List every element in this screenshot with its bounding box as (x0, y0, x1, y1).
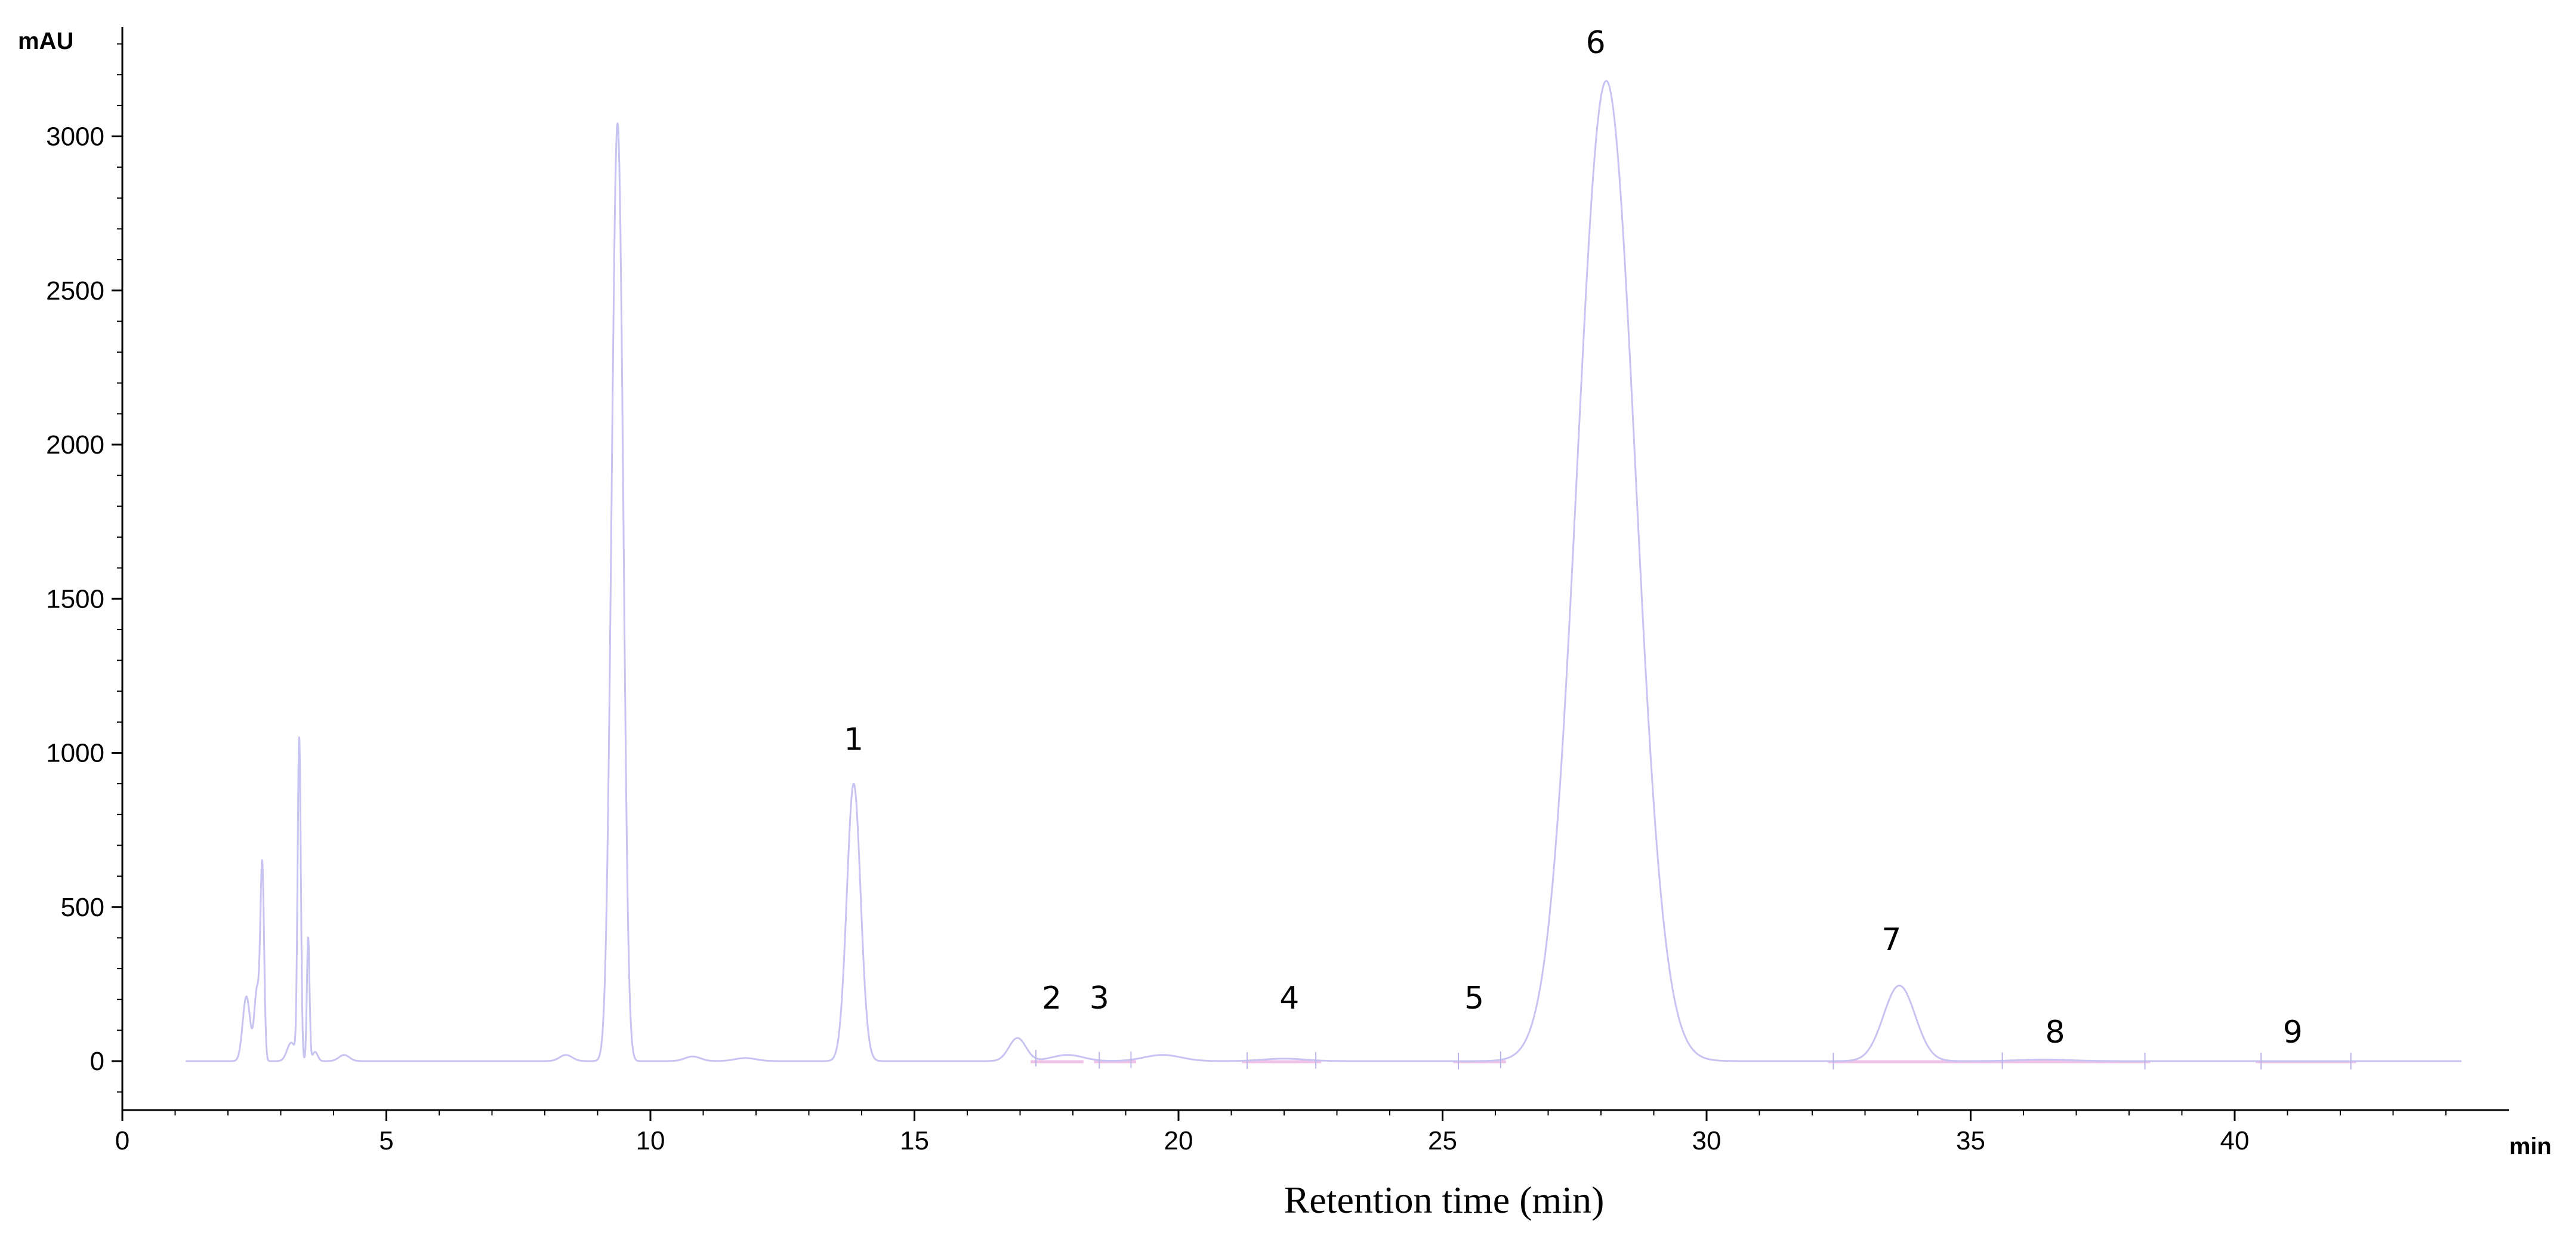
peak-label: 9 (2283, 1015, 2303, 1050)
y-unit-label: mAU (18, 28, 73, 54)
y-tick-label: 2500 (46, 276, 104, 306)
x-tick-label: 25 (1428, 1126, 1457, 1155)
y-tick-label: 1000 (46, 739, 104, 768)
y-tick-label: 500 (61, 893, 104, 922)
y-tick-label: 3000 (46, 122, 104, 152)
y-tick-label: 1500 (46, 584, 104, 614)
x-axis-ticks: 0 5 10 15 20 25 30 35 40 (115, 1110, 2447, 1155)
peak-label: 4 (1279, 981, 1299, 1016)
peak-label: 7 (1881, 922, 1901, 958)
x-tick-label: 20 (1164, 1126, 1193, 1155)
peak-label: 1 (844, 722, 863, 757)
peak-label: 2 (1042, 981, 1062, 1016)
x-tick-label: 35 (1956, 1126, 1985, 1155)
peak-label: 8 (2046, 1015, 2065, 1050)
peak-label: 6 (1586, 25, 1606, 61)
x-axis-title: Retention time (min) (1284, 1179, 1605, 1221)
x-tick-label: 30 (1692, 1126, 1722, 1155)
x-tick-label: 0 (115, 1126, 129, 1155)
peak-label: 5 (1464, 981, 1484, 1016)
x-unit-label: min (2509, 1133, 2552, 1160)
x-tick-label: 5 (379, 1126, 393, 1155)
peak-label: 3 (1090, 981, 1109, 1016)
integration-marks (1035, 1050, 2352, 1069)
x-tick-label: 40 (2220, 1126, 2250, 1155)
y-tick-label: 0 (90, 1047, 104, 1076)
y-tick-label: 2000 (46, 430, 104, 460)
x-tick-label: 10 (636, 1126, 665, 1155)
x-tick-label: 15 (900, 1126, 929, 1155)
y-axis-ticks: 0 500 1000 1500 2000 2500 3000 (46, 43, 122, 1093)
chromatogram-trace (185, 80, 2463, 1062)
